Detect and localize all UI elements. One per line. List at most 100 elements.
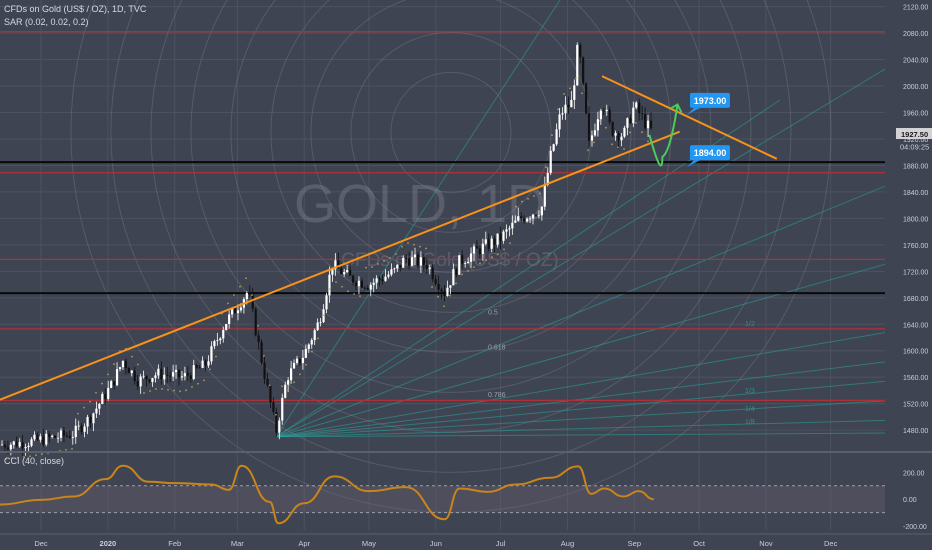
sar-dot <box>611 143 613 146</box>
candle-up <box>623 127 626 137</box>
candle-down <box>567 104 570 108</box>
candle-down <box>248 293 251 295</box>
sar-dot <box>377 263 379 265</box>
candle-up <box>180 376 184 378</box>
fib-circle <box>270 0 632 313</box>
trendline[interactable] <box>601 75 778 160</box>
candle-up <box>231 308 234 315</box>
sar-dot <box>41 453 43 455</box>
candle-up <box>599 110 602 120</box>
candle-down <box>422 257 425 265</box>
candle-up <box>552 144 555 151</box>
candle-up <box>635 102 638 108</box>
candle-up <box>372 282 375 285</box>
candle-up <box>464 263 467 265</box>
sar-dot <box>89 400 91 403</box>
candle-up <box>9 444 12 450</box>
candle-up <box>570 99 573 108</box>
candle-up <box>502 231 505 241</box>
candle-down <box>186 373 189 376</box>
price-grid <box>0 0 885 530</box>
candle-down <box>349 270 352 276</box>
trendline[interactable] <box>0 130 681 401</box>
candle-down <box>272 402 275 412</box>
candle-up <box>307 344 310 349</box>
candle-down <box>136 381 139 387</box>
candle-up <box>310 340 313 345</box>
last-price-tag[interactable] <box>896 128 932 140</box>
trendlines[interactable] <box>0 75 778 401</box>
candle-up <box>163 374 166 380</box>
candle-down <box>21 442 24 449</box>
candle-down <box>298 358 302 364</box>
price-callout[interactable] <box>689 145 730 161</box>
candle-down <box>133 370 136 382</box>
candle-up <box>517 216 520 221</box>
cci-indicator-label[interactable]: CCI (40, close) <box>4 456 65 466</box>
sar-dot <box>497 253 499 256</box>
price-tick-label: 1880.00 <box>903 163 928 170</box>
candle-up <box>576 44 579 86</box>
candle-down <box>204 360 207 366</box>
sar-dot <box>83 406 85 409</box>
candle-down <box>434 279 437 284</box>
candle-down <box>145 375 148 380</box>
sar-dot <box>29 455 31 458</box>
candle-up <box>228 314 231 325</box>
sar-dot <box>311 350 313 353</box>
candle-down <box>378 278 381 280</box>
candle-up <box>331 269 334 275</box>
sar-dot <box>251 294 253 296</box>
candle-up <box>346 270 349 273</box>
candle-up <box>216 340 219 342</box>
sar-dot <box>299 373 301 376</box>
price-callout[interactable] <box>689 92 730 108</box>
candle-down <box>233 308 237 314</box>
last-price-label: 1927.50 <box>901 130 928 139</box>
callouts[interactable]: 1973.00 1894.00 <box>686 92 730 168</box>
candle-up <box>387 274 390 277</box>
candle-down <box>189 375 192 379</box>
sar-dot <box>113 363 115 365</box>
candle-up <box>101 393 104 404</box>
candle-up <box>472 246 476 254</box>
fan-line <box>276 359 901 438</box>
sar-dot <box>95 391 97 394</box>
sar-dot <box>269 384 271 387</box>
sar-dot <box>371 266 373 269</box>
time-axis[interactable]: Dec 2020 Feb Mar Apr May Jun Jul Aug Sep Oct Nov Dec <box>0 533 932 548</box>
candle-down <box>405 257 408 259</box>
price-callout-label: 1894.00 <box>694 148 727 158</box>
candle-up <box>192 365 195 379</box>
sar-dot <box>155 388 157 390</box>
watermark-sub: CFDs on Gold (US$ / OZ) <box>341 250 559 271</box>
candle-down <box>611 122 614 136</box>
sar-indicator-label[interactable]: SAR (0.02, 0.02, 0.2) <box>4 17 89 27</box>
candle-up <box>151 378 154 383</box>
candle-up <box>290 368 293 381</box>
cci-line <box>0 464 654 525</box>
candle-up <box>558 114 561 130</box>
candle-up <box>481 243 484 255</box>
price-axis[interactable]: 2120.00 2080.00 2040.00 2000.00 1960.00 1920.… <box>896 5 932 436</box>
candle-up <box>92 413 95 424</box>
sar-dot <box>227 302 229 305</box>
candle-down <box>337 260 340 269</box>
fib-circle <box>230 0 672 353</box>
candle-up <box>71 437 74 439</box>
sar-dot <box>305 363 307 366</box>
sar-dot <box>281 385 283 388</box>
cci-tick-label: 0.00 <box>903 497 917 504</box>
sar-dot <box>191 386 193 388</box>
fan-line <box>276 329 901 438</box>
sar-dot <box>449 294 451 297</box>
candle-down <box>3 444 7 448</box>
symbol-info[interactable]: CFDs on Gold (US$ / OZ), 1D, TVC <box>4 4 147 14</box>
candle-up <box>543 185 546 207</box>
candle-up <box>325 295 328 310</box>
fan-line <box>275 0 561 438</box>
sar-dot <box>77 412 79 415</box>
candle-up <box>375 278 378 283</box>
candle-down <box>351 275 355 283</box>
